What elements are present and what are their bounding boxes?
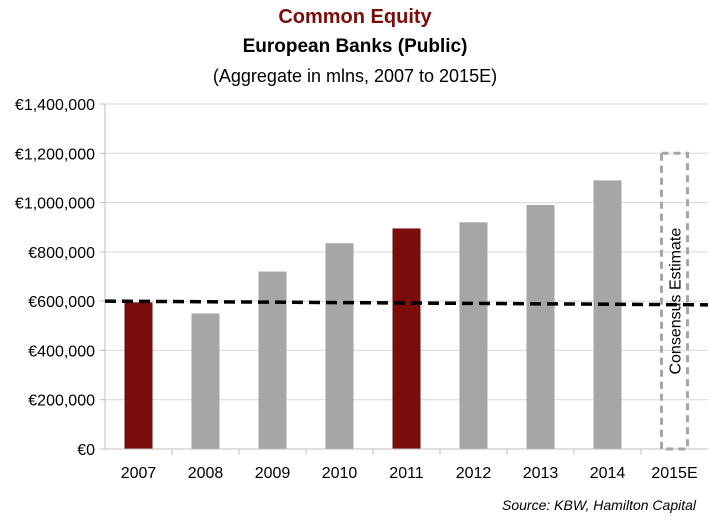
y-tick-label: €200,000 [28, 393, 95, 410]
x-tick-label: 2007 [121, 465, 157, 482]
y-tick-label: €400,000 [28, 343, 95, 360]
y-tick-label: €1,000,000 [15, 196, 95, 213]
y-tick-label: €600,000 [28, 294, 95, 311]
bar [593, 180, 622, 449]
consensus-estimate-box [660, 151, 689, 451]
axes [100, 103, 708, 455]
x-tick-label: 2010 [322, 465, 358, 482]
y-tick-label: €1,400,000 [15, 97, 95, 114]
y-tick-label: €800,000 [28, 245, 95, 262]
x-tick-label: 2012 [456, 465, 492, 482]
bar [124, 302, 153, 449]
chart-subtitle: European Banks (Public) [242, 36, 468, 57]
consensus-estimate-label: Consensus Estimate [668, 228, 685, 375]
y-tick-labels: €0 €200,000 €400,000 €600,000 €800,000 €1,000… [15, 97, 95, 459]
bars [124, 180, 622, 449]
x-tick-label: 2015E [651, 465, 697, 482]
annotations: Consensus Estimate [104, 151, 709, 451]
y-tick-label: €1,200,000 [15, 146, 95, 163]
reference-dashed-line [104, 299, 709, 307]
x-tick-label: 2014 [590, 465, 626, 482]
y-tick-label: €0 [77, 442, 95, 459]
bar [258, 271, 287, 449]
source-note: Source: KBW, Hamilton Capital [502, 497, 696, 513]
x-tick-label: 2008 [188, 465, 224, 482]
x-tick-label: 2013 [523, 465, 559, 482]
x-tick-labels: 2007 2008 2009 2010 2011 2012 2013 2014 2015E [121, 465, 698, 482]
bar [191, 313, 220, 449]
bar [526, 205, 555, 449]
chart-title: Common Equity [278, 6, 432, 28]
x-tick-label: 2011 [389, 465, 424, 482]
bar [325, 243, 354, 449]
bar [392, 228, 421, 449]
bar [459, 222, 488, 449]
x-tick-label: 2009 [255, 465, 291, 482]
chart-subtitle-range: (Aggregate in mlns, 2007 to 2015E) [212, 66, 498, 86]
